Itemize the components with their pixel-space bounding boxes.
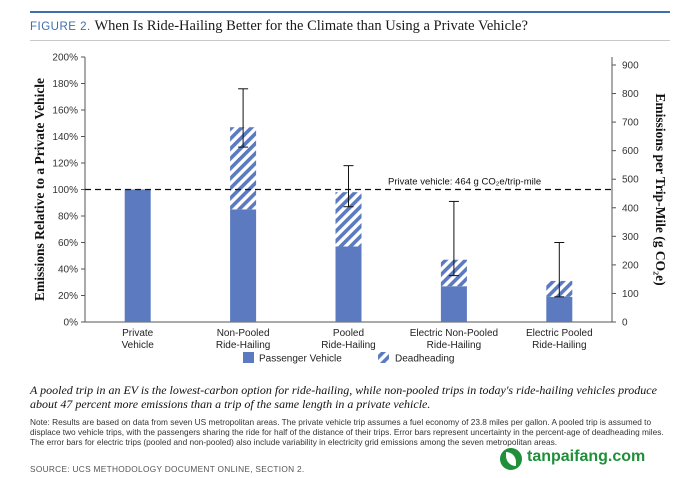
right-tick-label: 100 bbox=[622, 289, 639, 300]
title-rule bbox=[30, 40, 670, 41]
left-tick-label: 80% bbox=[58, 212, 78, 223]
leaf-logo-icon bbox=[500, 448, 522, 470]
category-label: Private bbox=[122, 328, 154, 339]
right-tick-label: 0 bbox=[622, 318, 628, 329]
left-tick-label: 60% bbox=[58, 238, 78, 249]
watermark-text: tanpaifang.com bbox=[527, 448, 646, 465]
right-axis-title: Emissions per Trip-Mile (g CO₂e) bbox=[653, 93, 668, 285]
figure-note: Note: Results are based on data from sev… bbox=[30, 417, 664, 447]
category-label: Pooled bbox=[333, 328, 364, 339]
figure-source: SOURCE: UCS METHODOLOGY DOCUMENT ONLINE,… bbox=[30, 464, 305, 474]
legend-swatch-deadheading bbox=[378, 352, 389, 363]
left-tick-label: 200% bbox=[52, 53, 78, 64]
right-tick-label: 700 bbox=[622, 118, 639, 129]
bar-passenger-vehicle bbox=[124, 189, 151, 322]
legend-label-passenger: Passenger Vehicle bbox=[259, 354, 342, 365]
category-label: Electric Pooled bbox=[526, 328, 593, 339]
emissions-chart: 0% 20% 40% 60% 80% 100% 120% 140% 160% 180% 200% 0 1… bbox=[32, 53, 668, 365]
top-rule bbox=[30, 11, 670, 13]
left-tick-label: 100% bbox=[52, 185, 78, 196]
watermark: tanpaifang.com bbox=[500, 447, 695, 473]
right-tick-label: 400 bbox=[622, 203, 639, 214]
left-tick-label: 180% bbox=[52, 79, 78, 90]
left-tick-label: 120% bbox=[52, 159, 78, 170]
category-label: Ride-Hailing bbox=[427, 340, 481, 351]
left-tick-label: 160% bbox=[52, 106, 78, 117]
right-tick-label: 500 bbox=[622, 175, 639, 186]
bar-passenger-vehicle bbox=[335, 246, 362, 322]
bar-passenger-vehicle bbox=[546, 296, 573, 322]
right-tick-label: 600 bbox=[622, 146, 639, 157]
category-label: Non-Pooled bbox=[217, 328, 270, 339]
left-tick-label: 20% bbox=[58, 291, 78, 302]
figure-caption: A pooled trip in an EV is the lowest-car… bbox=[30, 383, 657, 411]
figure-title-text: When Is Ride-Hailing Better for the Clim… bbox=[94, 18, 528, 34]
right-tick-label: 800 bbox=[622, 89, 639, 100]
legend-swatch-passenger bbox=[243, 352, 254, 363]
left-axis-title: Emissions Relative to a Private Vehicle bbox=[32, 78, 47, 301]
figure-label: FIGURE 2. bbox=[30, 21, 91, 33]
category-label: Electric Non-Pooled bbox=[410, 328, 498, 339]
left-tick-label: 0% bbox=[64, 318, 79, 329]
bar-passenger-vehicle bbox=[230, 209, 257, 322]
figure-title: FIGURE 2. When Is Ride-Hailing Better fo… bbox=[30, 18, 680, 35]
right-tick-label: 900 bbox=[622, 60, 639, 71]
category-label: Ride-Hailing bbox=[321, 340, 375, 351]
right-tick-label: 200 bbox=[622, 260, 639, 271]
bar-passenger-vehicle bbox=[440, 286, 467, 322]
left-tick-label: 140% bbox=[52, 132, 78, 143]
category-label: Vehicle bbox=[122, 340, 155, 351]
right-tick-label: 300 bbox=[622, 232, 639, 243]
legend-label-deadheading: Deadheading bbox=[395, 354, 455, 365]
left-tick-label: 40% bbox=[58, 265, 78, 276]
reference-line-label: Private vehicle: 464 g CO₂e/trip-mile bbox=[388, 177, 541, 188]
category-label: Ride-Hailing bbox=[216, 340, 270, 351]
category-label: Ride-Hailing bbox=[532, 340, 586, 351]
